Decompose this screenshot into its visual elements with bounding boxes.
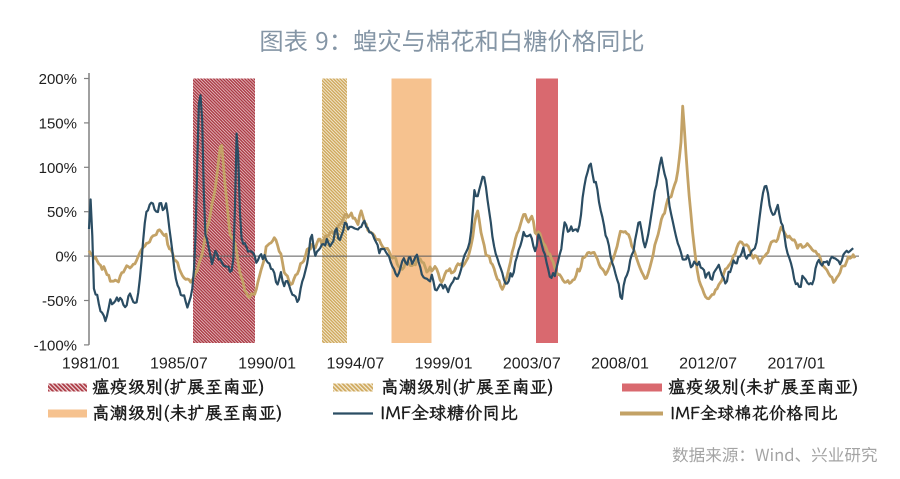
svg-text:2012/07: 2012/07	[679, 356, 737, 373]
svg-text:1999/01: 1999/01	[415, 356, 473, 373]
svg-text:0%: 0%	[55, 249, 77, 266]
svg-text:-100%: -100%	[34, 337, 77, 354]
svg-text:150%: 150%	[39, 115, 77, 132]
svg-text:1981/01: 1981/01	[62, 356, 120, 373]
svg-text:1985/07: 1985/07	[150, 356, 208, 373]
svg-text:2008/01: 2008/01	[591, 356, 649, 373]
svg-text:-50%: -50%	[42, 293, 77, 310]
svg-text:100%: 100%	[39, 160, 77, 177]
svg-text:2017/01: 2017/01	[767, 356, 825, 373]
svg-text:200%: 200%	[39, 71, 77, 88]
svg-text:2003/07: 2003/07	[503, 356, 561, 373]
svg-text:50%: 50%	[47, 204, 77, 221]
svg-text:1990/01: 1990/01	[238, 356, 296, 373]
svg-text:1994/07: 1994/07	[326, 356, 384, 373]
